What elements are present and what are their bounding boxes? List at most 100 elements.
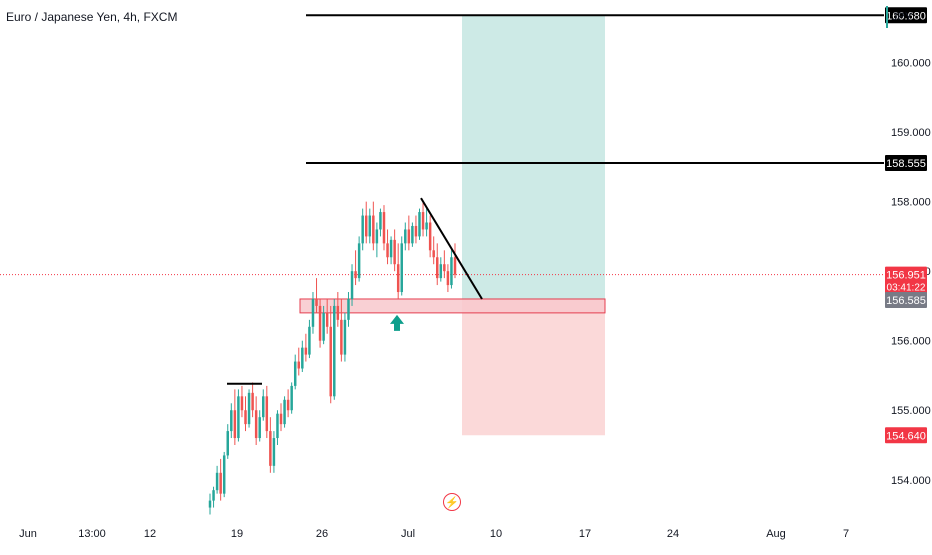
candle-body [215, 472, 219, 491]
candle-body [322, 312, 325, 341]
candle-body [311, 298, 315, 327]
price-label-box [885, 155, 927, 172]
price-tick-label: 159.000 [891, 127, 931, 139]
lightning-bolt-icon[interactable]: ⚡ [443, 493, 461, 511]
candle-body [301, 347, 304, 369]
candle-body [240, 396, 244, 411]
candle-body [364, 215, 368, 237]
candle [446, 264, 450, 293]
candle-body [368, 215, 372, 237]
candle-body [286, 399, 290, 411]
candle-body [446, 271, 450, 286]
candle [364, 201, 368, 244]
candle-body [325, 312, 329, 327]
candle-body [350, 271, 354, 299]
time-tick-label: 24 [667, 528, 679, 540]
time-tick-label: 10 [490, 528, 502, 540]
candle-body [315, 298, 318, 306]
candle [389, 236, 393, 265]
candle [301, 340, 304, 372]
candle-body [386, 243, 389, 258]
candle [240, 385, 244, 418]
candle [357, 236, 361, 282]
candle [279, 403, 283, 432]
drawings-layer [227, 14, 884, 385]
candle [297, 347, 301, 376]
candle-body [361, 215, 364, 244]
candle [393, 229, 396, 272]
candle [347, 292, 350, 327]
candle [343, 312, 347, 362]
price-label-box [885, 292, 927, 309]
candle-body [347, 298, 350, 320]
candle [396, 243, 400, 299]
candle [333, 298, 336, 400]
candle-body [230, 410, 233, 432]
price-label: 156.585 [885, 292, 927, 309]
candle-body [418, 212, 421, 237]
candle-body [279, 413, 283, 425]
time-axis[interactable]: Jun 13:00 12 19 26 Jul 10 17 24 Aug 7 [19, 528, 849, 540]
time-tick-label: 12 [144, 528, 156, 540]
candle [322, 305, 325, 345]
candle-body [219, 472, 222, 494]
candle [421, 201, 425, 237]
candle [244, 396, 247, 432]
currency-badge[interactable]: JPY [886, 6, 926, 28]
symbol-title: Euro / Japanese Yen, 4h, FXCM [6, 10, 178, 24]
candle-body [247, 392, 251, 425]
candle-body [404, 229, 407, 244]
candle-body [382, 212, 386, 244]
candle [311, 292, 315, 334]
candle [361, 208, 364, 251]
candle-body [276, 413, 279, 439]
candle [293, 354, 297, 390]
candle [254, 396, 258, 445]
candle [418, 208, 421, 240]
candle-body [265, 396, 269, 432]
price-label-box [885, 7, 927, 24]
candle-body [283, 399, 286, 425]
candle [450, 250, 453, 289]
candle-body [375, 229, 379, 244]
candle-body [333, 305, 336, 397]
price-tick-label: 158.000 [891, 197, 931, 209]
candle [436, 243, 439, 286]
candle [329, 305, 332, 404]
candle [411, 222, 414, 247]
time-tick-label: 26 [316, 528, 328, 540]
candle [340, 298, 343, 362]
candle-body [212, 490, 215, 501]
candle-body [354, 271, 357, 279]
candle [404, 222, 407, 251]
candle [251, 382, 254, 418]
candle [375, 222, 379, 258]
candle [286, 389, 290, 418]
candle-body [453, 257, 457, 275]
candle [386, 229, 389, 265]
candle [382, 205, 386, 251]
candle-body [421, 212, 425, 230]
candle [318, 298, 322, 348]
candle-body [340, 319, 343, 355]
candle [212, 486, 215, 508]
candle [432, 236, 435, 265]
candle-body [425, 222, 428, 230]
support-zone [299, 298, 606, 314]
candle [425, 208, 428, 237]
candle-body [233, 410, 237, 439]
trend-line [420, 197, 483, 300]
candle [283, 396, 286, 428]
time-tick-label: 19 [231, 528, 243, 540]
candle [414, 215, 418, 244]
candle-body [436, 257, 439, 279]
price-tick-label: 155.000 [891, 405, 931, 417]
candle [265, 385, 269, 439]
time-tick-label: Jul [401, 528, 415, 540]
candle [247, 389, 251, 428]
candle-body [329, 326, 332, 397]
